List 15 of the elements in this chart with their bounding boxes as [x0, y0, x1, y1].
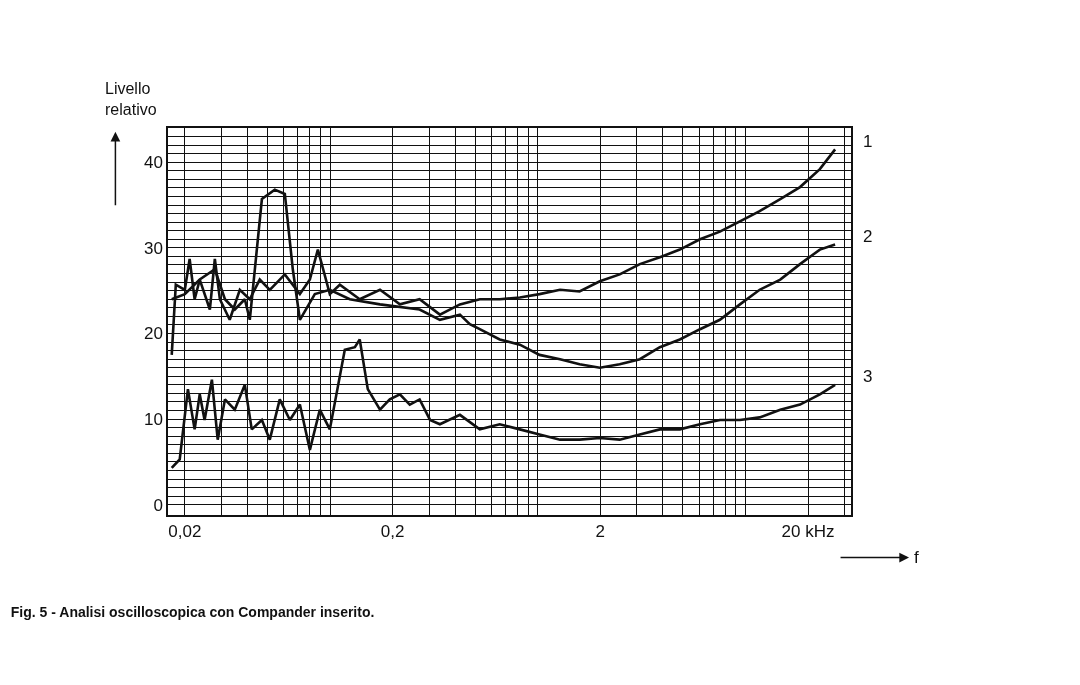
x-axis-title: f [914, 548, 919, 567]
y-tick-label: 30 [143, 238, 163, 258]
y-tick-label: 0 [153, 495, 163, 515]
series-label: 2 [863, 227, 873, 246]
series-label: 1 [863, 132, 873, 151]
x-tick-label: 0,02 [168, 522, 202, 542]
y-tick-label: 10 [143, 410, 163, 430]
text: Fig. 5 - Analisi oscilloscopica con Compander inserito. [10, 603, 375, 620]
series-label: 3 [863, 367, 873, 386]
x-tick-label: 0,2 [380, 522, 405, 542]
y-tick-label: 40 [143, 153, 163, 173]
x-tick-label: 2 [595, 522, 606, 542]
y-axis-title: Livello relativo [105, 80, 157, 118]
x-tick-label: 20 kHz [781, 522, 835, 542]
y-tick-label: 20 [143, 324, 163, 344]
